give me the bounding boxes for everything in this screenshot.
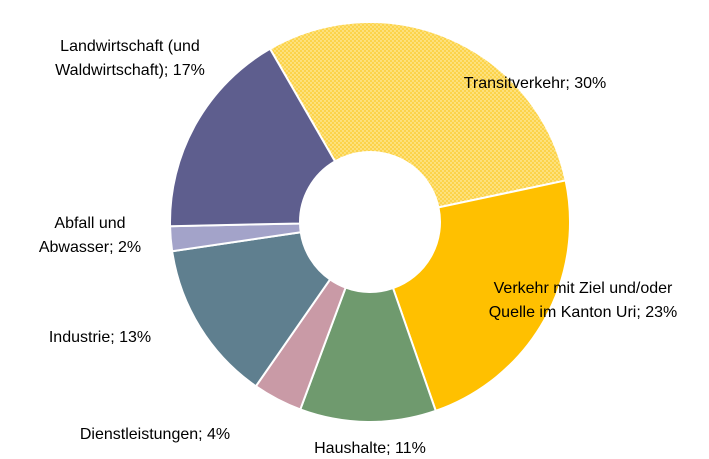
slice-label: Industrie; 13% <box>49 329 151 346</box>
slice-label: Dienstleistungen; 4% <box>80 426 230 443</box>
slice-label: Verkehr mit Ziel und/oder Quelle im Kanto… <box>489 280 678 321</box>
slice-label-line: Haushalte; 11% <box>314 440 426 457</box>
slice-label: Haushalte; 11% <box>314 440 426 457</box>
donut-slice <box>169 47 337 228</box>
slice-label-line: Quelle im Kanton Uri; 23% <box>489 304 678 321</box>
slice-label: Abfall und Abwasser; 2% <box>39 215 141 256</box>
slice-label: Transitverkehr; 30% <box>464 75 607 92</box>
slice-label-line: Industrie; 13% <box>49 329 151 346</box>
donut-slice <box>171 231 332 388</box>
slice-label-line: Abwasser; 2% <box>39 239 141 256</box>
slice-label-line: Waldwirtschaft); 17% <box>55 62 205 79</box>
slice-label-line: Verkehr mit Ziel und/oder <box>494 280 673 297</box>
slice-label-line: Landwirtschaft (und <box>60 38 200 55</box>
donut-slice <box>268 21 567 209</box>
slice-label-line: Abfall und <box>54 215 125 232</box>
slice-label: Landwirtschaft (und Waldwirtschaft); 17% <box>55 38 205 79</box>
slice-label-line: Transitverkehr; 30% <box>464 75 607 92</box>
donut-slice <box>391 179 571 413</box>
slice-label-line: Dienstleistungen; 4% <box>80 426 230 443</box>
